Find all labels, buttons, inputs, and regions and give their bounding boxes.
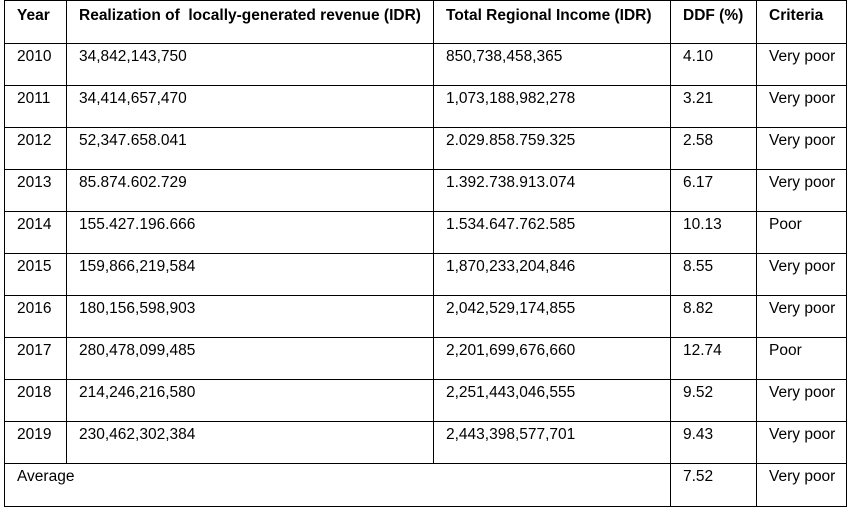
table-row: 2016 180,156,598,903 2,042,529,174,855 8…: [4, 295, 847, 338]
table-row: 2014 155.427.196.666 1.534.647.762.585 1…: [4, 211, 847, 254]
cell-revenue: 155.427.196.666: [66, 211, 434, 254]
header-ddf: DDF (%): [670, 0, 757, 44]
table-row: 2015 159,866,219,584 1,870,233,204,846 8…: [4, 253, 847, 296]
cell-year: 2019: [4, 421, 67, 464]
cell-year: 2016: [4, 295, 67, 338]
cell-year: 2011: [4, 85, 67, 128]
cell-criteria: Very poor: [756, 421, 847, 464]
cell-revenue: 280,478,099,485: [66, 337, 434, 380]
document-page: Year Realization of locally-generated re…: [4, 0, 847, 507]
average-criteria: Very poor: [756, 463, 847, 507]
cell-revenue: 34,842,143,750: [66, 43, 434, 86]
cell-ddf: 3.21: [670, 85, 757, 128]
cell-ddf: 6.17: [670, 169, 757, 212]
table-row: 2010 34,842,143,750 850,738,458,365 4.10…: [4, 43, 847, 86]
cell-total-income: 1.392.738.913.074: [433, 169, 671, 212]
cell-year: 2018: [4, 379, 67, 422]
cell-year: 2013: [4, 169, 67, 212]
table-row: 2018 214,246,216,580 2,251,443,046,555 9…: [4, 379, 847, 422]
cell-total-income: 2,251,443,046,555: [433, 379, 671, 422]
header-year: Year: [4, 0, 67, 44]
cell-total-income: 1.534.647.762.585: [433, 211, 671, 254]
cell-criteria: Very poor: [756, 253, 847, 296]
cell-revenue: 214,246,216,580: [66, 379, 434, 422]
cell-year: 2010: [4, 43, 67, 86]
average-row: Average 7.52 Very poor: [4, 463, 847, 507]
cell-total-income: 2.029.858.759.325: [433, 127, 671, 170]
cell-revenue: 230,462,302,384: [66, 421, 434, 464]
cell-revenue: 85.874.602.729: [66, 169, 434, 212]
cell-ddf: 8.55: [670, 253, 757, 296]
table-row: 2012 52,347.658.041 2.029.858.759.325 2.…: [4, 127, 847, 170]
cell-revenue: 52,347.658.041: [66, 127, 434, 170]
cell-total-income: 1,870,233,204,846: [433, 253, 671, 296]
cell-total-income: 2,042,529,174,855: [433, 295, 671, 338]
cell-year: 2012: [4, 127, 67, 170]
header-revenue: Realization of locally-generated revenue…: [66, 0, 434, 44]
cell-criteria: Very poor: [756, 85, 847, 128]
cell-ddf: 8.82: [670, 295, 757, 338]
cell-total-income: 2,443,398,577,701: [433, 421, 671, 464]
average-label: Average: [4, 463, 671, 507]
cell-ddf: 12.74: [670, 337, 757, 380]
cell-criteria: Very poor: [756, 379, 847, 422]
table-header-row: Year Realization of locally-generated re…: [4, 0, 847, 44]
cell-criteria: Very poor: [756, 169, 847, 212]
cell-total-income: 2,201,699,676,660: [433, 337, 671, 380]
cell-ddf: 2.58: [670, 127, 757, 170]
table-row: 2013 85.874.602.729 1.392.738.913.074 6.…: [4, 169, 847, 212]
cell-criteria: Poor: [756, 337, 847, 380]
cell-ddf: 10.13: [670, 211, 757, 254]
ddf-table: Year Realization of locally-generated re…: [4, 0, 847, 507]
cell-revenue: 180,156,598,903: [66, 295, 434, 338]
cell-year: 2017: [4, 337, 67, 380]
cell-total-income: 1,073,188,982,278: [433, 85, 671, 128]
table-row: 2019 230,462,302,384 2,443,398,577,701 9…: [4, 421, 847, 464]
cell-ddf: 9.43: [670, 421, 757, 464]
header-criteria: Criteria: [756, 0, 847, 44]
cell-revenue: 34,414,657,470: [66, 85, 434, 128]
average-ddf: 7.52: [670, 463, 757, 507]
cell-revenue: 159,866,219,584: [66, 253, 434, 296]
cell-total-income: 850,738,458,365: [433, 43, 671, 86]
cell-criteria: Very poor: [756, 295, 847, 338]
cell-ddf: 9.52: [670, 379, 757, 422]
cell-criteria: Poor: [756, 211, 847, 254]
cell-criteria: Very poor: [756, 43, 847, 86]
table-row: 2017 280,478,099,485 2,201,699,676,660 1…: [4, 337, 847, 380]
cell-year: 2014: [4, 211, 67, 254]
header-total-income: Total Regional Income (IDR): [433, 0, 671, 44]
table-row: 2011 34,414,657,470 1,073,188,982,278 3.…: [4, 85, 847, 128]
cell-year: 2015: [4, 253, 67, 296]
cell-ddf: 4.10: [670, 43, 757, 86]
cell-criteria: Very poor: [756, 127, 847, 170]
